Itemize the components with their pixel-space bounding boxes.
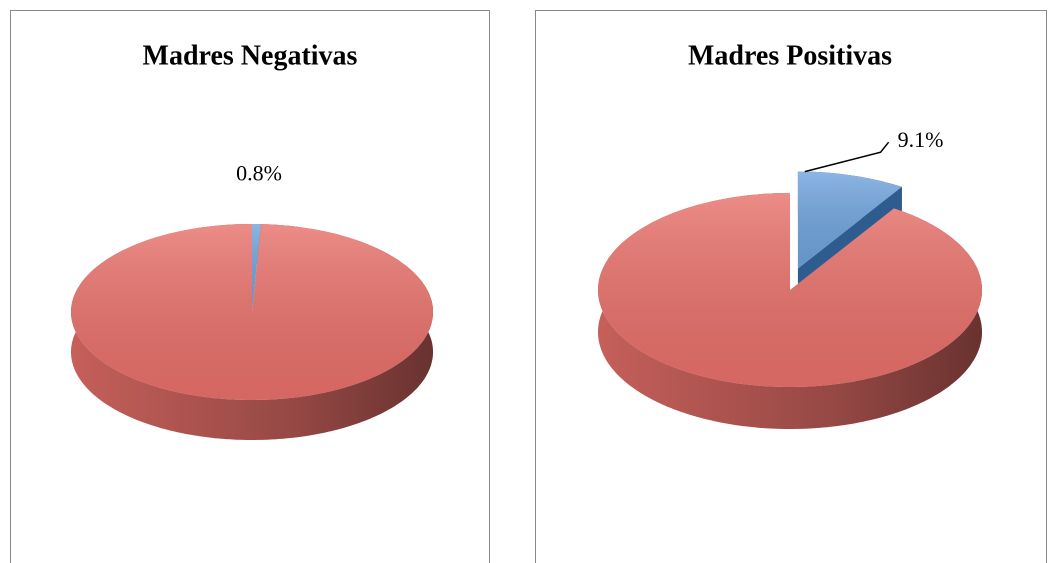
slice-highlight — [797, 171, 902, 269]
chart-title: Madres Positivas — [688, 40, 892, 71]
data-label: 9.1% — [898, 127, 944, 152]
data-label: 0.8% — [236, 161, 282, 186]
slice-highlight — [71, 224, 433, 400]
slice-highlight — [252, 224, 262, 312]
slice-highlight — [598, 193, 982, 387]
leader-line — [804, 141, 890, 173]
chart-title: Madres Negativas — [143, 40, 358, 71]
